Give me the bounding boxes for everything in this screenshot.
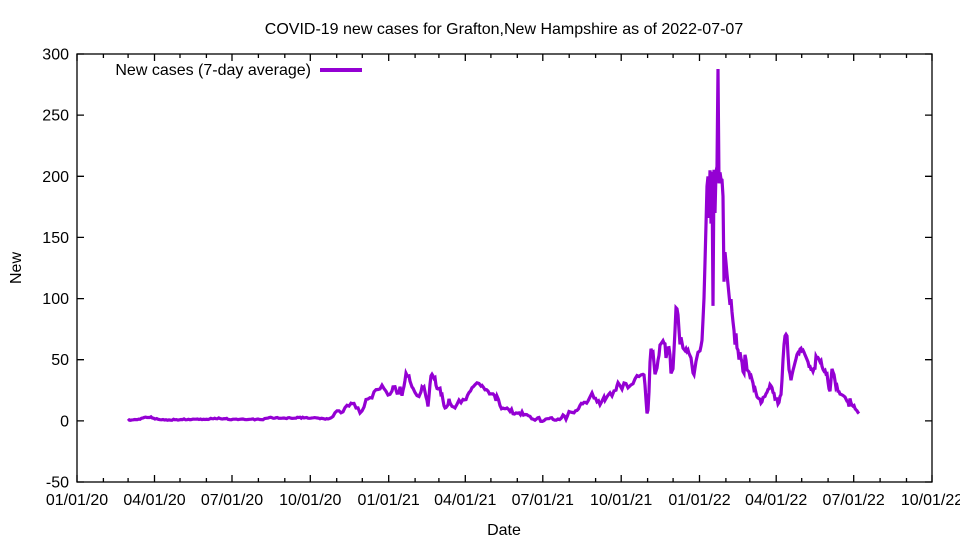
svg-text:10/01/22: 10/01/22 [901, 492, 960, 509]
svg-text:04/01/22: 04/01/22 [745, 492, 807, 509]
svg-text:01/01/22: 01/01/22 [668, 492, 730, 509]
svg-text:04/01/20: 04/01/20 [123, 492, 185, 509]
svg-text:150: 150 [42, 230, 69, 247]
svg-text:10/01/20: 10/01/20 [279, 492, 341, 509]
svg-text:01/01/21: 01/01/21 [358, 492, 420, 509]
svg-text:100: 100 [42, 291, 69, 308]
svg-text:01/01/20: 01/01/20 [46, 492, 108, 509]
svg-text:250: 250 [42, 108, 69, 125]
svg-text:07/01/20: 07/01/20 [201, 492, 263, 509]
svg-text:50: 50 [51, 352, 69, 369]
svg-text:Date: Date [487, 522, 521, 539]
svg-text:-50: -50 [46, 475, 69, 492]
svg-text:07/01/22: 07/01/22 [823, 492, 885, 509]
svg-text:07/01/21: 07/01/21 [512, 492, 574, 509]
svg-text:0: 0 [60, 413, 69, 430]
svg-text:10/01/21: 10/01/21 [590, 492, 652, 509]
svg-text:200: 200 [42, 169, 69, 186]
svg-text:04/01/21: 04/01/21 [434, 492, 496, 509]
svg-text:COVID-19 new cases for Grafton: COVID-19 new cases for Grafton,New Hamps… [265, 21, 744, 38]
svg-text:New: New [8, 252, 25, 284]
svg-text:New cases (7-day average): New cases (7-day average) [115, 62, 311, 79]
svg-text:300: 300 [42, 47, 69, 64]
